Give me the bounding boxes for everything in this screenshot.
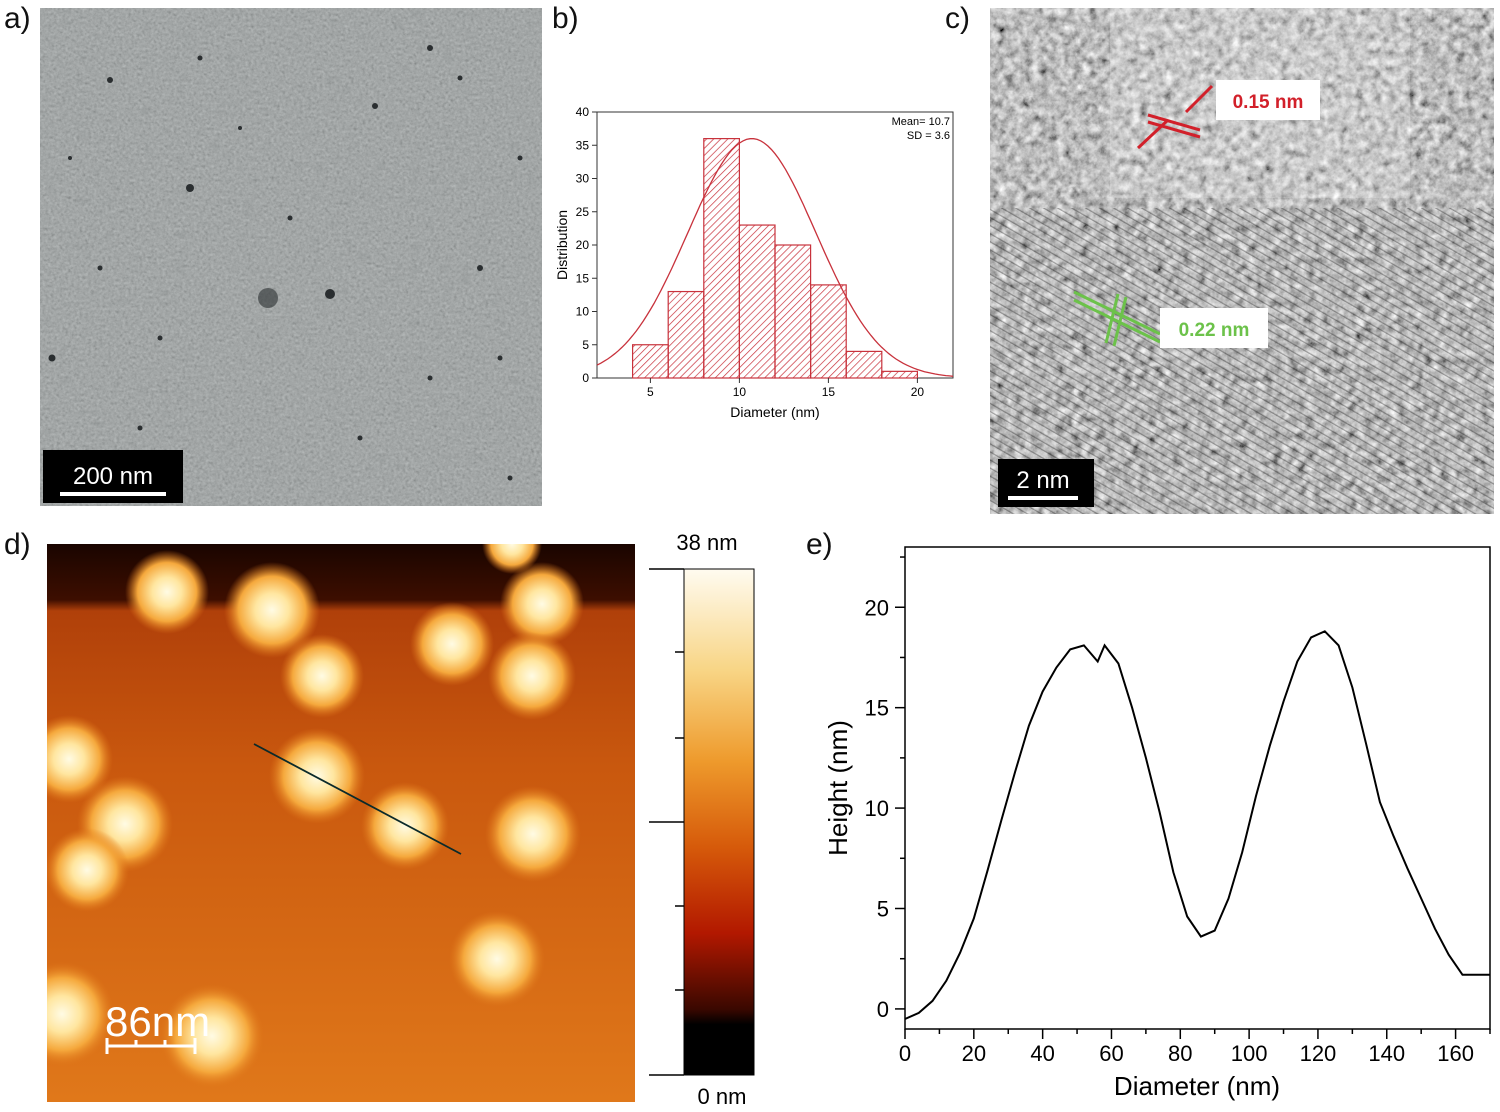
- y-tick-label-e: 20: [865, 595, 889, 620]
- histogram-bar: [631, 344, 669, 379]
- x-axis-label-b: Diameter (nm): [730, 404, 819, 420]
- x-tick-label-e: 80: [1168, 1041, 1192, 1066]
- y-axis-label-b: Distribution: [554, 210, 570, 280]
- histogram-bar: [845, 350, 883, 379]
- x-tick-label-e: 0: [899, 1041, 911, 1066]
- histogram-bar: [810, 284, 847, 379]
- spacing-label-red: 0.15 nm: [1233, 92, 1304, 113]
- y-tick-label-b: 20: [576, 238, 590, 252]
- y-tick-label-e: 10: [865, 796, 889, 821]
- height-profile-line: [904, 630, 1490, 1020]
- histogram-chart: 5 10 15 20 0 5 10 15 20 25 30 35 40 Mean= 10.7 SD =…: [554, 105, 954, 420]
- y-axis-label-e: Height (nm): [823, 720, 853, 856]
- x-tick-label-b: 15: [822, 385, 836, 399]
- panel-label-d: d): [4, 528, 31, 561]
- y-tick-label-b: 10: [576, 305, 590, 319]
- colorbar-max-label: 38 nm: [676, 530, 737, 555]
- y-tick-label-b: 25: [576, 205, 590, 219]
- y-tick-label-b: 40: [576, 105, 590, 119]
- y-tick-label-b: 0: [582, 371, 589, 385]
- y-tick-label-b: 35: [576, 138, 590, 152]
- x-tick-label-b: 20: [911, 385, 925, 399]
- x-axis-label-e: Diameter (nm): [1114, 1071, 1280, 1101]
- histogram-bar: [703, 137, 741, 379]
- y-tick-label-e: 0: [877, 997, 889, 1022]
- scalebar-line-d: [105, 1038, 197, 1054]
- y-tick-label-b: 30: [576, 172, 590, 186]
- green-label-box: [1160, 308, 1268, 348]
- x-tick-label-e: 140: [1368, 1041, 1405, 1066]
- afm-image-d: 86nm: [47, 544, 635, 1102]
- x-tick-label-b: 10: [733, 385, 747, 399]
- scalebar-label-d: 86nm: [105, 998, 210, 1045]
- colorbar-min-label: 0 nm: [698, 1084, 747, 1109]
- colorbar: 38 nm 0 nm: [649, 530, 755, 1109]
- sd-annotation: SD = 3.6: [907, 130, 950, 142]
- spacing-label-green: 0.22 nm: [1179, 320, 1250, 341]
- panel-label-c: c): [945, 2, 970, 35]
- plot-frame-e: [904, 546, 1491, 1030]
- panel-label-b: b): [552, 2, 579, 35]
- scalebar-label-c: 2 nm: [1016, 467, 1069, 494]
- profile-line: [253, 743, 462, 855]
- x-tick-label-e: 120: [1300, 1041, 1337, 1066]
- red-spacing-marker: [1136, 84, 1214, 150]
- x-tick-label-b: 5: [647, 385, 654, 399]
- x-tick-label-e: 100: [1231, 1041, 1268, 1066]
- histogram-bar: [774, 244, 812, 379]
- x-tick-label-e: 20: [962, 1041, 986, 1066]
- x-tick-label-e: 160: [1437, 1041, 1474, 1066]
- scalebar-label-a: 200 nm: [73, 463, 153, 490]
- y-tick-label-e: 15: [865, 696, 889, 721]
- histogram-bar: [738, 224, 776, 379]
- green-spacing-marker: [1073, 290, 1161, 347]
- y-tick-label-e: 5: [877, 897, 889, 922]
- panel-label-e: e): [806, 528, 833, 561]
- y-tick-label-b: 15: [576, 271, 590, 285]
- histogram-bar: [667, 290, 705, 379]
- tem-image-a: 200 nm: [40, 8, 542, 506]
- red-label-box: [1216, 80, 1320, 120]
- colorbar-gradient: [683, 568, 755, 1076]
- panel-label-a: a): [4, 2, 31, 35]
- histogram-bar: [881, 370, 918, 379]
- y-tick-label-b: 5: [582, 338, 589, 352]
- x-tick-label-e: 60: [1099, 1041, 1123, 1066]
- mean-annotation: Mean= 10.7: [892, 116, 950, 128]
- height-profile-chart: 0 20 40 60 80 100 120 140 160 0 5 10 15 20 Diameter …: [823, 546, 1491, 1101]
- x-tick-label-e: 40: [1030, 1041, 1054, 1066]
- gaussian-fit-curve: [596, 138, 954, 377]
- hrtem-image-c: 0.15 nm 0.22 nm 2 nm: [990, 8, 1494, 514]
